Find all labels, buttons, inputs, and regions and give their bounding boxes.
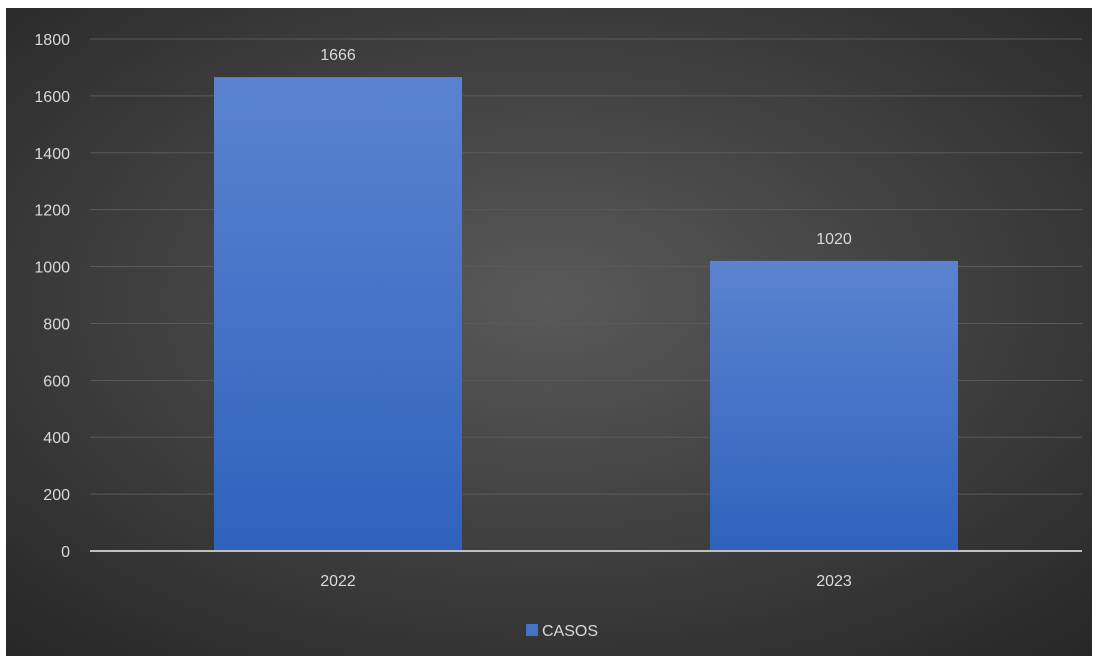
y-tick-label: 200 xyxy=(43,487,70,504)
y-tick-label: 1200 xyxy=(34,203,70,220)
x-tick-label-2022: 2022 xyxy=(320,573,356,590)
y-tick-label: 0 xyxy=(61,544,70,561)
legend: CASOS xyxy=(526,623,598,640)
x-axis-ticks: 2022 2023 xyxy=(320,573,852,590)
data-label-2022: 1666 xyxy=(320,47,356,64)
y-tick-label: 1400 xyxy=(34,146,70,163)
data-labels: 1666 1020 xyxy=(320,47,852,248)
y-tick-label: 1800 xyxy=(34,32,70,49)
legend-label-casos: CASOS xyxy=(542,623,598,640)
bars xyxy=(214,77,958,552)
y-tick-label: 400 xyxy=(43,430,70,447)
y-tick-label: 600 xyxy=(43,373,70,390)
y-tick-label: 800 xyxy=(43,316,70,333)
bar-2023 xyxy=(710,260,958,551)
x-tick-label-2023: 2023 xyxy=(816,573,852,590)
legend-swatch-casos xyxy=(526,624,538,636)
y-tick-label: 1000 xyxy=(34,260,70,277)
y-tick-label: 1600 xyxy=(34,89,70,106)
bar-2022 xyxy=(214,77,462,552)
data-label-2023: 1020 xyxy=(816,231,852,248)
y-axis-ticks: 0 200 400 600 800 1000 1200 1400 1600 1800 xyxy=(34,32,70,561)
